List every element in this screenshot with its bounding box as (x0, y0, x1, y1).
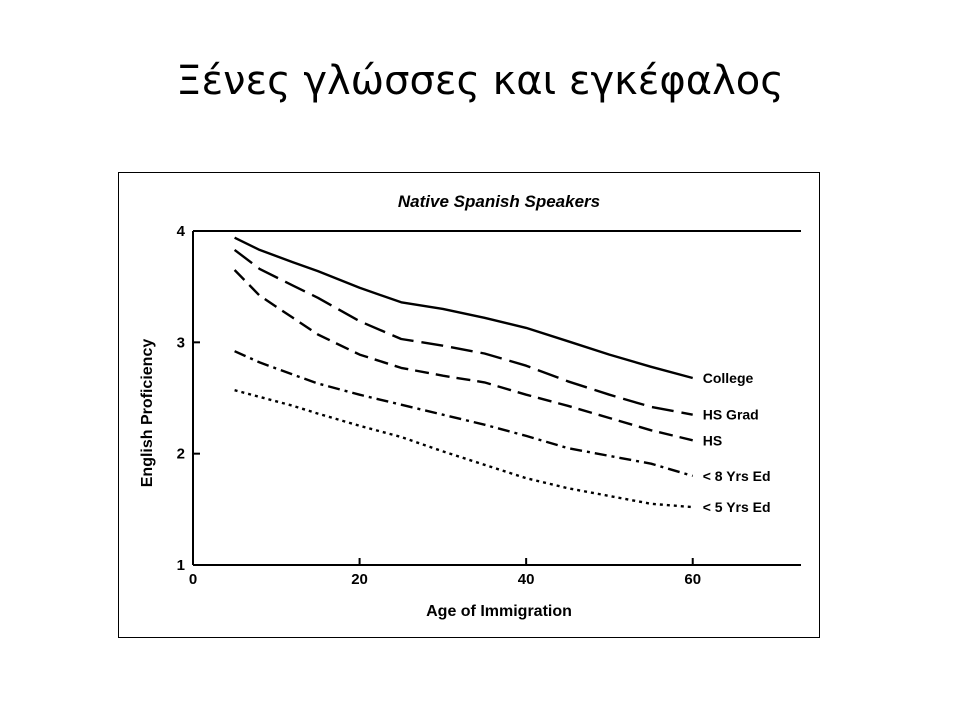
x-tick-label: 60 (684, 571, 701, 588)
series-label-4: < 5 Yrs Ed (703, 499, 771, 515)
y-tick-label: 3 (177, 334, 185, 351)
x-tick-label: 40 (518, 571, 535, 588)
line-chart: Native Spanish Speakers Age of Immigrati… (139, 192, 801, 620)
x-tick-label: 0 (189, 571, 197, 588)
series-line-1 (233, 248, 693, 416)
series-label-2: HS (703, 432, 722, 448)
x-axis-label: Age of Immigration (426, 603, 572, 620)
y-axis-label: English Proficiency (139, 339, 156, 488)
y-tick-label: 4 (177, 223, 186, 240)
y-tick-label: 1 (177, 557, 185, 574)
series-line-4 (234, 389, 693, 509)
series-line-3 (234, 350, 694, 478)
chart-figure: Native Spanish Speakers Age of Immigrati… (118, 172, 820, 638)
series-label-0: College (703, 370, 754, 386)
series-label-3: < 8 Yrs Ed (703, 468, 771, 484)
slide-title: Ξένες γλώσσες και εγκέφαλος (176, 58, 784, 104)
series-label-1: HS Grad (703, 407, 759, 423)
series-line-0 (234, 236, 694, 380)
series-line-2 (233, 269, 693, 442)
y-tick-label: 2 (177, 446, 185, 463)
x-tick-label: 20 (351, 571, 368, 588)
chart-title: Native Spanish Speakers (398, 192, 600, 211)
